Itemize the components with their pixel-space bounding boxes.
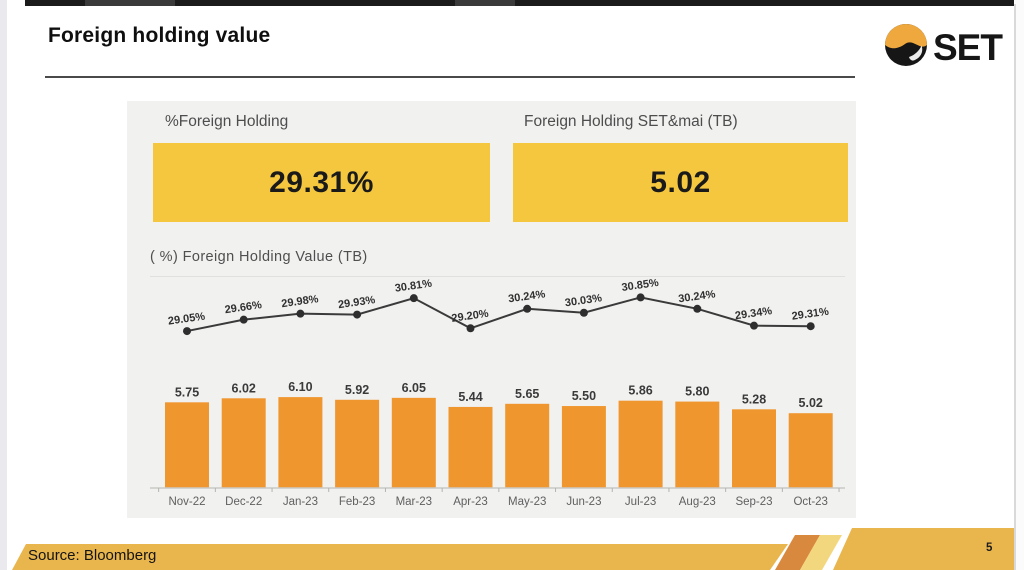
bar-Apr-23: [448, 406, 493, 488]
bar-value-label: 5.50: [572, 389, 596, 403]
x-axis-label: May-23: [508, 496, 546, 508]
line-point-May-23: [523, 304, 532, 313]
bar-value-label: 6.10: [288, 380, 312, 394]
line-point-Jun-23: [579, 308, 588, 317]
bar-value-label: 6.02: [232, 381, 256, 395]
metric-box-foreign-holding-tb: 5.02: [513, 143, 848, 222]
x-axis-label: Sep-23: [735, 496, 772, 508]
page-title: Foreign holding value: [48, 24, 271, 47]
x-axis-label: Aug-23: [679, 496, 716, 508]
x-axis-label: Jul-23: [625, 496, 656, 508]
x-axis-label: Jun-23: [566, 496, 601, 508]
x-axis-label: Apr-23: [453, 496, 488, 508]
bar-value-label: 5.75: [175, 385, 199, 399]
metric-box-foreign-holding-pct: 29.31%: [153, 143, 490, 222]
line-series: [186, 296, 811, 333]
x-axis-label: Oct-23: [793, 496, 828, 508]
line-point-Apr-23: [466, 324, 475, 333]
bar-Oct-23: [788, 413, 833, 488]
line-point-Jan-23: [296, 309, 305, 318]
bar-Jul-23: [618, 400, 663, 488]
line-point-Feb-23: [353, 310, 362, 319]
combo-chart: 5.75 6.02 6.10 5.92 6.05 5.44 5.65 5.50 5.86 5.80…: [150, 279, 845, 508]
set-circle-icon: [885, 24, 927, 66]
line-value-label: 29.05%: [167, 311, 206, 328]
line-value-label: 30.81%: [394, 279, 433, 295]
bar-value-label: 5.86: [628, 384, 652, 398]
line-value-label: 29.98%: [281, 293, 320, 310]
bar-Jun-23: [561, 406, 606, 488]
x-axis-label: Mar-23: [396, 496, 432, 508]
footer-stripe-dark: [775, 535, 820, 570]
bar-value-label: 5.02: [799, 396, 823, 410]
bar-Sep-23: [732, 409, 776, 488]
line-value-label: 30.24%: [678, 288, 717, 305]
line-point-Dec-22: [239, 315, 248, 324]
chart-title: ( %) Foreign Holding Value (TB): [150, 249, 368, 265]
header-divider: [45, 76, 855, 78]
line-point-Oct-23: [806, 322, 815, 331]
x-axis-label: Feb-23: [339, 496, 375, 508]
right-frame-margin: [1015, 0, 1024, 570]
line-point-Mar-23: [409, 294, 418, 303]
metric-value-foreign-holding-tb: 5.02: [650, 165, 711, 199]
logo-text: SET: [933, 27, 1003, 68]
bar-Aug-23: [675, 401, 720, 488]
metric-label-foreign-holding-pct: %Foreign Holding: [165, 113, 289, 130]
source-credit: Source: Bloomberg: [28, 547, 157, 564]
chart-panel: %Foreign Holding Foreign Holding SET&mai…: [127, 101, 856, 518]
x-axis-label: Jan-23: [283, 496, 318, 508]
page-number: 5: [986, 542, 993, 554]
bar-value-label: 5.28: [742, 392, 766, 406]
footer-banner: [12, 528, 1014, 570]
top-border-segment: [455, 0, 515, 6]
footer-stripe-light: [800, 535, 842, 570]
right-frame-edge-line: [1014, 4, 1016, 570]
line-value-label: 30.85%: [621, 279, 660, 294]
set-logo: SET: [885, 24, 1004, 68]
line-value-label: 29.20%: [451, 308, 490, 325]
line-point-Jul-23: [636, 293, 645, 302]
left-frame-edge: [0, 0, 7, 570]
line-value-label: 29.31%: [791, 306, 830, 323]
top-border-bar: [25, 0, 1014, 6]
bar-value-label: 6.05: [402, 381, 426, 395]
bar-Feb-23: [335, 399, 380, 488]
footer-bar: [12, 544, 788, 570]
bar-May-23: [505, 403, 550, 488]
line-value-label: 30.24%: [507, 288, 546, 305]
line-point-Aug-23: [693, 304, 702, 313]
footer-right-block: [833, 528, 1014, 570]
line-value-label: 29.34%: [734, 305, 773, 322]
bar-Jan-23: [278, 397, 323, 488]
line-value-label: 29.93%: [337, 294, 376, 311]
top-border-segment: [85, 0, 175, 6]
line-value-label: 29.66%: [224, 299, 263, 316]
x-axis-label: Dec-22: [225, 496, 262, 508]
bar-Dec-22: [221, 398, 266, 488]
line-point-Sep-23: [750, 321, 758, 330]
bar-value-label: 5.80: [685, 385, 709, 399]
line-value-label: 30.03%: [564, 292, 603, 309]
metric-value-foreign-holding-pct: 29.31%: [269, 165, 374, 199]
bar-value-label: 5.44: [458, 390, 482, 404]
chart-title-divider: [150, 276, 845, 277]
x-axis-label: Nov-22: [168, 496, 205, 508]
bar-value-label: 5.92: [345, 383, 369, 397]
bar-Mar-23: [391, 397, 436, 488]
line-point-Nov-22: [183, 327, 191, 336]
metric-label-foreign-holding-tb: Foreign Holding SET&mai (TB): [524, 113, 738, 130]
bar-Nov-22: [165, 402, 209, 488]
bar-value-label: 5.65: [515, 387, 539, 401]
